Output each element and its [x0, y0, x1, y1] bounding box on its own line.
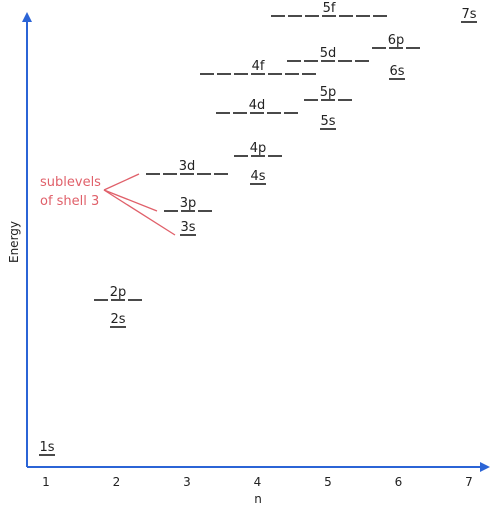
sublevel-label: 6s — [389, 64, 404, 79]
x-tick-label: 7 — [465, 475, 473, 489]
sublevel-label: 5s — [320, 114, 335, 129]
annotation-line-1: sublevels — [40, 175, 101, 190]
sublevel-group: 1s 2s 2p 3s 3p 3d 4s 4p 4d 4f 5s 5p 5d 5f 6s 6p 7s — [39, 1, 477, 456]
sublevel-label: 7s — [461, 7, 476, 22]
sublevel-label: 3p — [180, 196, 197, 211]
sublevel-label: 3d — [179, 159, 196, 174]
x-tick-labels: 1 2 3 4 5 6 7 — [42, 475, 473, 489]
sublevel-3d: 3d — [146, 159, 228, 175]
sublevel-label: 4s — [250, 169, 265, 184]
shell-3-annotation: sublevels of shell 3 — [40, 173, 176, 236]
sublevel-label: 6p — [388, 33, 405, 48]
sublevel-label: 4p — [250, 141, 267, 156]
pointer-to-3p — [103, 189, 158, 212]
sublevel-label: 5d — [320, 46, 337, 61]
x-axis-label: n — [254, 492, 262, 506]
sublevel-6s: 6s — [389, 64, 405, 80]
sublevel-label: 4f — [252, 59, 265, 74]
x-tick-label: 2 — [113, 475, 121, 489]
sublevel-4p: 4p — [234, 141, 282, 157]
sublevel-label: 3s — [180, 220, 195, 235]
x-tick-label: 4 — [254, 475, 262, 489]
x-tick-label: 5 — [324, 475, 332, 489]
x-tick-label: 6 — [395, 475, 403, 489]
sublevel-5f: 5f — [271, 1, 387, 17]
pointer-to-3d — [103, 173, 140, 191]
sublevel-label: 5f — [323, 1, 336, 16]
y-axis-label: Energy — [7, 221, 21, 263]
sublevel-4s: 4s — [250, 169, 266, 185]
sublevel-3p: 3p — [164, 196, 212, 212]
sublevel-label: 4d — [249, 98, 266, 113]
sublevel-label: 1s — [39, 440, 54, 455]
sublevel-4d: 4d — [216, 98, 298, 114]
sublevel-6p: 6p — [372, 33, 420, 49]
sublevel-5d: 5d — [287, 46, 369, 62]
x-tick-label: 1 — [42, 475, 50, 489]
x-tick-label: 3 — [183, 475, 191, 489]
sublevel-1s: 1s — [39, 440, 55, 456]
sublevel-label: 5p — [320, 85, 337, 100]
sublevel-3s: 3s — [180, 220, 196, 236]
annotation-line-2: of shell 3 — [40, 194, 99, 209]
sublevel-label: 2p — [110, 285, 127, 300]
sublevel-2s: 2s — [110, 312, 126, 328]
sublevel-5s: 5s — [320, 114, 336, 130]
sublevel-5p: 5p — [304, 85, 352, 101]
pointer-to-3s — [103, 189, 176, 236]
sublevel-7s: 7s — [461, 7, 477, 23]
sublevel-label: 2s — [110, 312, 125, 327]
sublevel-4f: 4f — [200, 59, 316, 75]
sublevel-2p: 2p — [94, 285, 142, 301]
